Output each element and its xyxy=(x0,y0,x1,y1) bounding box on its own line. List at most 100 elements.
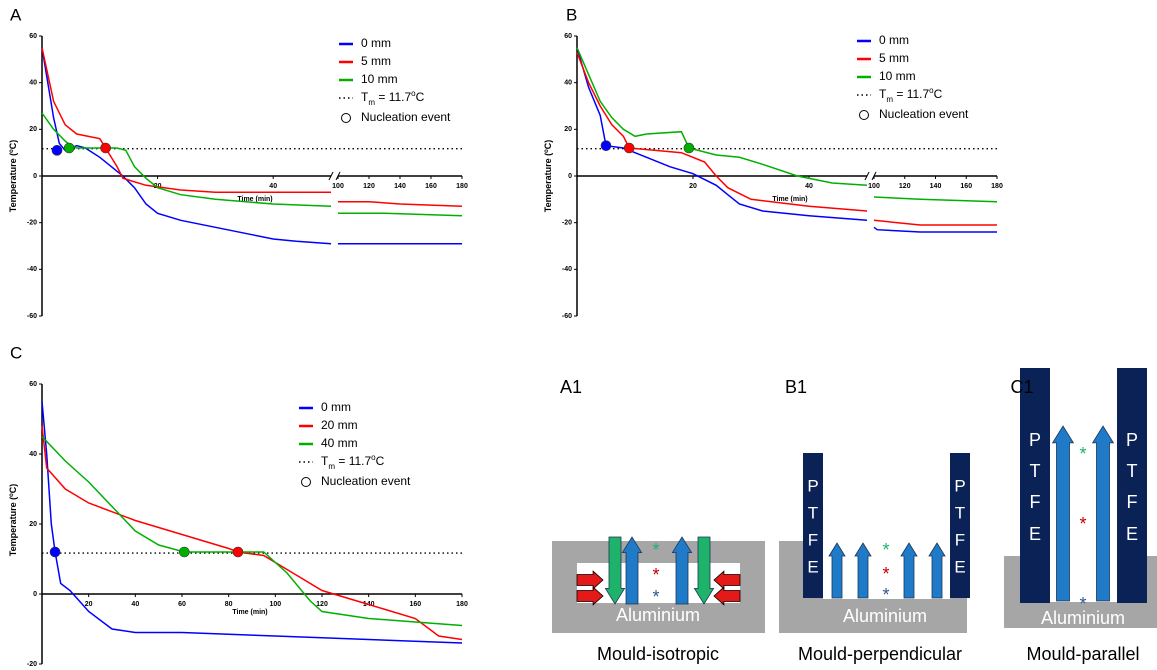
x-tick-label: 180 xyxy=(991,183,1003,190)
x-tick-label: 100 xyxy=(332,183,344,190)
x-tick-label: 180 xyxy=(456,601,468,608)
legend-label: Tm = 11.7oC xyxy=(879,86,943,104)
wall-letter: F xyxy=(1030,492,1041,512)
marker: * xyxy=(652,540,659,560)
y-axis-title-part: Temperature ( xyxy=(8,497,18,556)
x-tick-label: 40 xyxy=(805,183,813,190)
wall-letter: F xyxy=(808,530,818,549)
y-axis-title-part: C) xyxy=(8,484,18,494)
ptfe-wall xyxy=(950,453,970,598)
y-axis-title: Temperature (oC) xyxy=(8,484,18,557)
y-axis-title-part: C) xyxy=(8,140,18,150)
wall-letter: E xyxy=(807,557,818,576)
x-tick-label: 160 xyxy=(409,601,421,608)
x-tick-label: 40 xyxy=(269,183,277,190)
y-tick-label: 60 xyxy=(29,381,37,388)
material-label: Aluminium xyxy=(843,606,927,626)
nucleation-point xyxy=(49,546,61,558)
y-tick-label: 60 xyxy=(564,33,572,40)
legend-label-part: o xyxy=(929,86,934,95)
x-tick-label: 40 xyxy=(131,601,139,608)
y-axis-title-part: C) xyxy=(543,140,553,150)
legend-label-part: = 11.7 xyxy=(335,454,371,468)
legend-label: Nucleation event xyxy=(361,110,451,124)
x-tick-label: 180 xyxy=(456,183,468,190)
wall-letter: F xyxy=(1127,492,1138,512)
nucleation-point xyxy=(179,546,190,558)
x-tick-label: 120 xyxy=(363,183,375,190)
marker: * xyxy=(882,585,889,605)
y-tick-label: -60 xyxy=(562,313,572,320)
legend-label-part: m xyxy=(328,462,335,471)
diagram-caption: Mould-perpendicular xyxy=(798,644,962,664)
panel-label: A xyxy=(10,5,22,24)
arrow xyxy=(576,586,604,606)
cavity xyxy=(823,541,950,599)
arrow xyxy=(621,536,643,605)
series-line xyxy=(41,435,463,627)
arrow xyxy=(1051,425,1075,602)
y-tick-label: -60 xyxy=(27,313,37,320)
legend-label: Tm = 11.7oC xyxy=(321,453,385,471)
legend-label: 0 mm xyxy=(879,33,909,47)
cavity xyxy=(577,563,740,603)
x-tick-label: 160 xyxy=(960,183,972,190)
diagram-label: A1 xyxy=(560,377,582,397)
x-tick-label: 100 xyxy=(269,601,281,608)
legend-label-part: C xyxy=(376,454,385,468)
x-tick-label: 140 xyxy=(930,183,942,190)
arrow xyxy=(854,542,872,599)
wall-letter: T xyxy=(1030,461,1041,481)
y-axis-title-part: o xyxy=(544,149,550,153)
nucleation-point xyxy=(600,140,612,151)
legend-label: Nucleation event xyxy=(879,107,969,121)
x-axis-title: Time (min) xyxy=(237,196,272,203)
wall-letter: P xyxy=(1126,430,1138,450)
nucleation-point xyxy=(63,142,75,154)
series-line xyxy=(576,47,998,203)
wall-letter: E xyxy=(1029,524,1041,544)
legend-label-part: m xyxy=(368,98,375,107)
ptfe-wall xyxy=(1117,368,1147,603)
wall-letter: P xyxy=(807,476,818,495)
legend-label: 20 mm xyxy=(321,418,358,432)
series-line xyxy=(41,425,463,641)
legend-label-part: m xyxy=(886,95,893,104)
legend-label: 10 mm xyxy=(879,69,916,83)
y-tick-label: -40 xyxy=(27,266,37,273)
arrow xyxy=(604,536,626,605)
y-tick-label: 20 xyxy=(564,126,572,133)
wall-letter: T xyxy=(808,503,818,522)
legend-label: 40 mm xyxy=(321,436,358,450)
axis-break xyxy=(328,171,334,181)
x-tick-label: 100 xyxy=(868,183,880,190)
x-tick-label: 160 xyxy=(425,183,437,190)
diagram-caption: Mould-parallel xyxy=(1026,644,1139,664)
legend-label: 0 mm xyxy=(321,400,351,414)
legend-label: Tm = 11.7oC xyxy=(361,89,425,107)
legend-label: 0 mm xyxy=(361,36,391,50)
legend-label-part: = 11.7 xyxy=(375,90,411,104)
legend-label: 5 mm xyxy=(361,54,391,68)
diagram-label: B1 xyxy=(785,377,807,397)
legend-swatch xyxy=(859,110,869,120)
y-axis-title-part: o xyxy=(9,149,15,153)
series-line xyxy=(41,47,463,208)
y-tick-label: 0 xyxy=(33,591,37,598)
x-tick-label: 20 xyxy=(689,183,697,190)
marker: * xyxy=(882,564,889,584)
legend-label-part: o xyxy=(411,89,416,98)
panel-label: C xyxy=(10,343,22,362)
y-tick-label: 20 xyxy=(29,521,37,528)
wall-letter: E xyxy=(1126,524,1138,544)
marker: * xyxy=(652,587,659,607)
x-axis-title: Time (min) xyxy=(232,609,267,616)
arrow xyxy=(693,536,715,605)
x-tick-label: 120 xyxy=(899,183,911,190)
y-tick-label: 40 xyxy=(29,80,37,87)
axis-break xyxy=(864,171,870,181)
y-tick-label: -20 xyxy=(27,661,37,668)
series-line xyxy=(41,47,462,245)
diagram-label: C1 xyxy=(1010,377,1033,397)
